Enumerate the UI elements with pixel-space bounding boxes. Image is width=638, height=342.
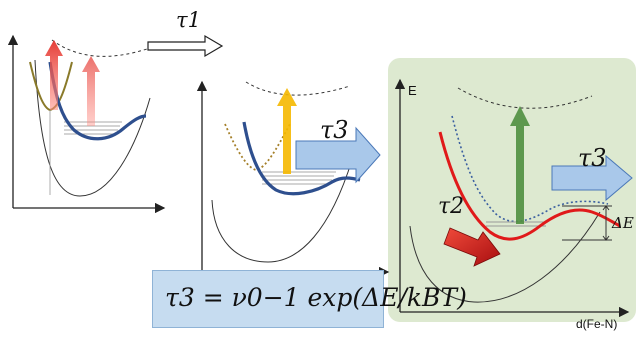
panel3-tau2-arrow: [443, 227, 501, 267]
panel1-red-arrow-right: [82, 56, 100, 126]
panel1-ground-curve: [34, 59, 151, 197]
panel2-tau3-arrow: [295, 126, 381, 184]
panel-1: [7, 34, 166, 214]
tau1-arrow: [147, 34, 224, 58]
delta-e-label: ΔE: [612, 214, 634, 232]
panel2-ground-curve: [211, 159, 353, 263]
tau2-label: τ2: [438, 194, 465, 219]
rate-formula: τ3 = ν0−1 exp(ΔE/kBT): [165, 283, 467, 312]
delta-e-bracket: [562, 205, 612, 241]
panel1-red-arrow-left: [45, 40, 63, 110]
energy-axis-label: E: [408, 83, 417, 98]
panel2-dotted-parabola: [224, 123, 291, 171]
panel3-tau3-arrow: [551, 154, 633, 202]
panel3-green-arrow: [510, 106, 530, 224]
relaxed-state-panel: [388, 58, 636, 322]
panel2-blue-curve: [242, 121, 361, 196]
panel1-blue-curve: [48, 61, 147, 141]
panel3-blue-dotted-curve: [451, 115, 609, 223]
tau3-middle-label: τ3: [320, 116, 349, 144]
panel-2: [196, 80, 390, 278]
tau1-label: τ1: [176, 8, 201, 32]
formula-box: τ3 = ν0−1 exp(ΔE/kBT): [152, 270, 467, 328]
tau3-right-label: τ3: [578, 144, 607, 172]
panel2-vibrational-levels: [262, 171, 336, 185]
panel2-yellow-arrow: [277, 88, 297, 174]
panel3-excited-curve: [457, 87, 593, 109]
panel3-red-curve: [438, 131, 621, 241]
x-axis-label: d(Fe-N): [576, 317, 618, 331]
panel3-ground-curve: [409, 211, 601, 303]
panel2-excited-curve: [245, 81, 351, 96]
panel1-excited-curve: [51, 39, 151, 57]
panel-3: [394, 78, 633, 318]
